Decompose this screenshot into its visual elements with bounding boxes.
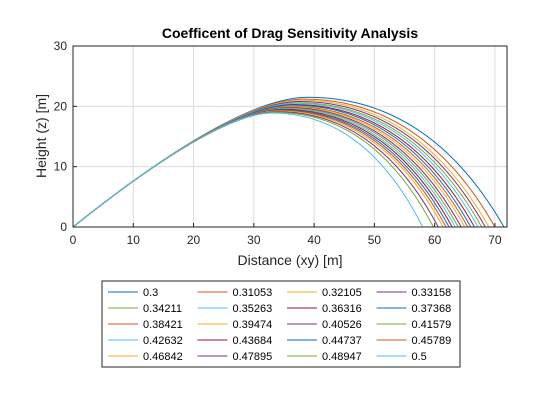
legend-item[interactable]: 0.37368 (376, 303, 452, 315)
legend-label: 0.46842 (143, 351, 183, 363)
x-tick-label: 0 (70, 233, 77, 247)
legend-label: 0.48947 (322, 351, 362, 363)
legend-item[interactable]: 0.5 (376, 351, 427, 363)
legend-label: 0.37368 (412, 303, 452, 315)
series-line-20 (73, 112, 424, 227)
legend-item[interactable]: 0.46842 (108, 351, 183, 363)
legend-label: 0.39474 (233, 319, 273, 331)
x-tick-label: 30 (247, 233, 261, 247)
legend[interactable]: 0.3 0.31053 0.32105 0.33158 0.34211 0.35263 0.… (101, 280, 461, 368)
legend-item[interactable]: 0.45789 (376, 335, 452, 347)
legend-label: 0.40526 (322, 319, 362, 331)
legend-label: 0.3 (143, 287, 158, 299)
y-tick-label: 10 (54, 160, 68, 174)
series-layer (73, 96, 505, 227)
legend-item[interactable]: 0.34211 (108, 303, 182, 315)
chart-title: Coefficent of Drag Sensitivity Analysis (162, 25, 418, 41)
legend-item[interactable]: 0.42632 (108, 335, 183, 347)
legend-item[interactable]: 0.48947 (287, 351, 362, 363)
legend-item[interactable]: 0.44737 (287, 335, 362, 347)
y-tick-label: 0 (60, 220, 67, 234)
axes-frame (72, 45, 508, 228)
legend-items: 0.3 0.31053 0.32105 0.33158 0.34211 0.35263 0.… (108, 287, 451, 363)
ticks: 0 10 20 30 40 50 60 70 0 10 20 30 (54, 39, 502, 247)
legend-label: 0.41579 (412, 319, 452, 331)
y-tick-label: 30 (54, 39, 68, 53)
legend-item[interactable]: 0.40526 (287, 319, 362, 331)
legend-item[interactable]: 0.38421 (108, 319, 183, 331)
x-tick-label: 10 (127, 233, 141, 247)
legend-label: 0.42632 (143, 335, 183, 347)
x-axis-label: Distance (xy) [m] (237, 252, 342, 268)
x-tick-label: 70 (488, 233, 502, 247)
legend-item[interactable]: 0.35263 (197, 303, 273, 315)
legend-item[interactable]: 0.3 (108, 287, 158, 299)
legend-item[interactable]: 0.32105 (287, 287, 362, 299)
legend-label: 0.32105 (322, 287, 362, 299)
legend-label: 0.34211 (143, 303, 182, 315)
x-tick-label: 40 (307, 233, 321, 247)
legend-item[interactable]: 0.39474 (197, 319, 273, 331)
legend-item[interactable]: 0.43684 (197, 335, 273, 347)
legend-item[interactable]: 0.41579 (376, 319, 452, 331)
legend-label: 0.45789 (412, 335, 452, 347)
legend-label: 0.33158 (412, 287, 452, 299)
legend-item[interactable]: 0.36316 (287, 303, 362, 315)
x-tick-label: 50 (368, 233, 382, 247)
legend-label: 0.43684 (233, 335, 273, 347)
legend-item[interactable]: 0.33158 (376, 287, 452, 299)
legend-label: 0.36316 (322, 303, 362, 315)
legend-item[interactable]: 0.47895 (197, 351, 273, 363)
y-tick-label: 20 (54, 99, 68, 113)
legend-label: 0.47895 (233, 351, 273, 363)
legend-label: 0.38421 (143, 319, 183, 331)
y-axis-label: Height (z) [m] (33, 94, 49, 178)
x-tick-label: 60 (428, 233, 442, 247)
legend-label: 0.35263 (233, 303, 273, 315)
x-tick-label: 20 (187, 233, 201, 247)
legend-item[interactable]: 0.31053 (197, 287, 273, 299)
legend-label: 0.5 (412, 351, 427, 363)
legend-label: 0.31053 (233, 287, 273, 299)
legend-label: 0.44737 (322, 335, 362, 347)
